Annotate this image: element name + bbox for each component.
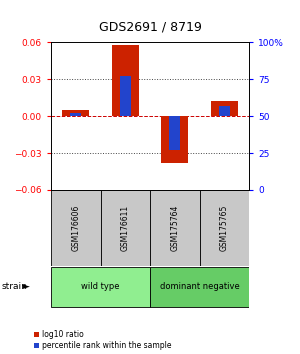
Bar bbox=[150, 190, 200, 266]
Bar bbox=[51, 190, 100, 266]
Bar bbox=[62, 110, 89, 116]
Text: GDS2691 / 8719: GDS2691 / 8719 bbox=[99, 21, 201, 34]
Bar bbox=[112, 45, 139, 116]
Text: GSM175764: GSM175764 bbox=[170, 205, 179, 251]
Bar bbox=[169, 116, 180, 150]
Text: strain: strain bbox=[2, 282, 27, 291]
Text: dominant negative: dominant negative bbox=[160, 282, 239, 291]
Text: GSM176606: GSM176606 bbox=[71, 205, 80, 251]
Text: wild type: wild type bbox=[81, 282, 120, 291]
Bar bbox=[219, 106, 230, 116]
Bar bbox=[161, 116, 188, 163]
Bar bbox=[200, 190, 249, 266]
Bar bbox=[70, 113, 81, 116]
Text: ►: ► bbox=[22, 282, 29, 291]
Bar bbox=[120, 76, 131, 116]
Text: GSM176611: GSM176611 bbox=[121, 205, 130, 251]
Bar bbox=[51, 267, 150, 307]
Bar bbox=[211, 102, 238, 116]
Bar bbox=[150, 267, 249, 307]
Bar bbox=[100, 190, 150, 266]
Text: GSM175765: GSM175765 bbox=[220, 205, 229, 251]
Legend: log10 ratio, percentile rank within the sample: log10 ratio, percentile rank within the … bbox=[34, 330, 172, 350]
